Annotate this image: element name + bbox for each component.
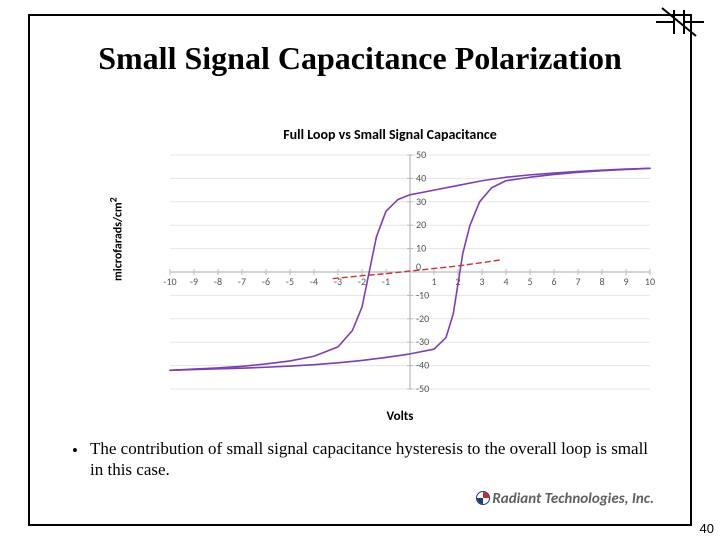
svg-text:4: 4 xyxy=(503,275,508,288)
x-axis-label: Volts xyxy=(140,409,660,424)
chart-title: Full Loop vs Small Signal Capacitance xyxy=(120,126,660,143)
svg-text:-9: -9 xyxy=(190,275,198,288)
svg-text:10: 10 xyxy=(416,242,426,255)
slide-title: Small Signal Capacitance Polarization xyxy=(30,42,690,76)
svg-text:7: 7 xyxy=(575,275,580,288)
svg-text:-8: -8 xyxy=(214,275,222,288)
svg-text:-2: -2 xyxy=(358,275,366,288)
svg-text:-50: -50 xyxy=(416,382,429,395)
page-number: 40 xyxy=(700,521,714,536)
svg-text:-1: -1 xyxy=(382,275,390,288)
svg-text:-10: -10 xyxy=(163,275,176,288)
svg-text:30: 30 xyxy=(416,195,426,208)
svg-text:-30: -30 xyxy=(416,335,429,348)
svg-text:-7: -7 xyxy=(238,275,246,288)
svg-text:-6: -6 xyxy=(262,275,270,288)
slide-border: Small Signal Capacitance Polarization Fu… xyxy=(28,14,692,526)
chart-container: Full Loop vs Small Signal Capacitance mi… xyxy=(120,126,660,436)
svg-text:-4: -4 xyxy=(310,275,318,288)
bullet-marker-icon: • xyxy=(72,440,78,461)
brand-logo-icon xyxy=(476,491,490,505)
svg-text:50: 50 xyxy=(416,148,426,161)
svg-text:3: 3 xyxy=(479,275,484,288)
svg-text:1: 1 xyxy=(431,275,436,288)
svg-text:20: 20 xyxy=(416,218,426,231)
y-axis-label: microfarads/cm2 xyxy=(107,197,126,281)
chart-plot-area: -50 -40 -30 -20 -10 10 20 30 40 50 0 -10 -9 -8 -7 -6 -5 -… xyxy=(140,147,660,407)
svg-text:5: 5 xyxy=(527,275,532,288)
svg-text:-3: -3 xyxy=(334,275,342,288)
capacitor-symbol-icon xyxy=(650,2,710,42)
svg-text:-20: -20 xyxy=(416,312,429,325)
svg-text:-40: -40 xyxy=(416,359,429,372)
footer-brand: Radiant Technologies, Inc. xyxy=(476,490,654,508)
svg-text:10: 10 xyxy=(645,275,655,288)
svg-text:-5: -5 xyxy=(286,275,294,288)
svg-text:-10: -10 xyxy=(416,288,429,301)
svg-text:0: 0 xyxy=(416,260,421,273)
svg-text:40: 40 xyxy=(416,171,426,184)
bullet-text: • The contribution of small signal capac… xyxy=(90,438,650,481)
bullet-content: The contribution of small signal capacit… xyxy=(90,439,648,479)
svg-text:9: 9 xyxy=(623,275,628,288)
brand-text: Radiant Technologies, Inc. xyxy=(492,490,654,508)
svg-text:8: 8 xyxy=(599,275,604,288)
chart-svg: -50 -40 -30 -20 -10 10 20 30 40 50 0 -10 -9 -8 -7 -6 -5 -… xyxy=(140,147,660,407)
svg-text:6: 6 xyxy=(551,275,556,288)
slide: Small Signal Capacitance Polarization Fu… xyxy=(0,0,720,540)
